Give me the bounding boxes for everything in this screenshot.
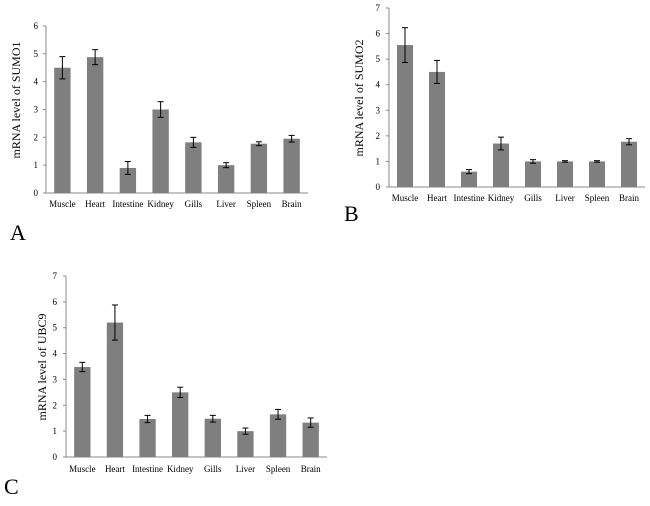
x-category-label: Spleen	[247, 199, 272, 209]
y-tick-label: 6	[53, 297, 58, 307]
bar-heart	[106, 322, 124, 457]
y-tick-label: 7	[376, 3, 381, 13]
x-category-label: Spleen	[266, 464, 291, 474]
x-category-label: Heart	[85, 199, 105, 209]
x-category-label: Kidney	[167, 464, 194, 474]
y-tick-label: 4	[376, 80, 381, 90]
y-tick-label: 7	[53, 271, 58, 281]
x-category-label: Liver	[555, 193, 575, 203]
bar-liver	[217, 165, 235, 193]
bar-brain	[283, 138, 300, 193]
y-tick-label: 3	[53, 374, 58, 384]
x-category-label: Brain	[619, 193, 639, 203]
y-tick-label: 6	[376, 29, 381, 39]
panel-label: C	[4, 474, 19, 499]
y-tick-label: 3	[34, 105, 39, 115]
y-tick-label: 1	[376, 156, 381, 166]
x-category-label: Intestine	[132, 464, 163, 474]
x-category-label: Gills	[204, 464, 222, 474]
panel-label: B	[344, 201, 359, 226]
x-category-label: Brain	[301, 464, 321, 474]
bar-kidney	[152, 109, 169, 193]
bar-spleen	[250, 143, 268, 193]
x-category-label: Muscle	[392, 193, 419, 203]
bar-liver	[237, 431, 254, 457]
y-tick-label: 6	[34, 21, 39, 31]
x-category-label: Gills	[185, 199, 203, 209]
chart-sumo2: 0 1 2 3 4 5 6 7 Muscle Heart Intestine Kidney Gills L…	[344, 3, 645, 226]
bar-gills	[525, 161, 541, 187]
x-category-label: Intestine	[112, 199, 143, 209]
y-tick-label: 0	[53, 452, 58, 462]
x-category-label: Heart	[105, 464, 125, 474]
x-category-label: Intestine	[454, 193, 485, 203]
y-tick-label: 5	[376, 54, 381, 64]
y-tick-label: 0	[376, 182, 381, 192]
bar-intestine	[139, 418, 156, 457]
bar-gills	[185, 142, 202, 193]
y-tick-label: 2	[376, 131, 381, 141]
bar-heart	[429, 71, 445, 187]
x-category-label: Heart	[427, 193, 447, 203]
x-category-label: Muscle	[69, 464, 96, 474]
bar-muscle	[74, 367, 91, 457]
y-tick-label: 1	[34, 160, 39, 170]
x-category-label: Kidney	[147, 199, 174, 209]
bar-brain	[302, 422, 319, 457]
bar-kidney	[493, 143, 509, 187]
y-tick-label: 0	[34, 188, 39, 198]
x-category-label: Kidney	[488, 193, 515, 203]
bar-kidney	[172, 392, 189, 457]
x-category-label: Liver	[236, 464, 256, 474]
y-tick-label: 2	[34, 132, 39, 142]
x-category-label: Liver	[216, 199, 236, 209]
bar-spleen	[269, 414, 287, 457]
y-tick-label: 2	[53, 400, 58, 410]
y-tick-label: 4	[34, 77, 39, 87]
bar-muscle	[397, 45, 413, 188]
x-category-label: Brain	[282, 199, 302, 209]
y-axis-title: mRNA level of SUMO1	[9, 42, 23, 159]
bar-intestine	[119, 167, 137, 193]
bar-intestine	[461, 171, 477, 187]
y-tick-label: 1	[53, 426, 58, 436]
x-category-label: Gills	[524, 193, 542, 203]
y-axis-title: mRNA level of SUMO2	[352, 40, 366, 157]
bar-muscle	[54, 67, 71, 193]
chart-ubc9: 0 1 2 3 4 5 6 7 Muscle Heart Intestine Kidney Gills L…	[4, 271, 327, 499]
x-category-label: Muscle	[49, 199, 76, 209]
y-tick-label: 3	[376, 105, 381, 115]
bar-spleen	[589, 161, 605, 187]
y-tick-label: 5	[53, 323, 58, 333]
chart-sumo1: 0 1 2 3 4 5 6 Muscle Heart Intestine Kidney Gills Li…	[9, 21, 308, 245]
bar-heart	[86, 57, 104, 193]
y-tick-label: 4	[53, 349, 58, 359]
y-tick-label: 5	[34, 49, 39, 59]
bar-brain	[621, 141, 637, 187]
y-axis-title: mRNA level of UBC9	[35, 314, 49, 421]
x-category-label: Spleen	[585, 193, 610, 203]
bar-liver	[557, 161, 573, 187]
panel-label: A	[10, 220, 26, 245]
bar-gills	[204, 418, 221, 457]
